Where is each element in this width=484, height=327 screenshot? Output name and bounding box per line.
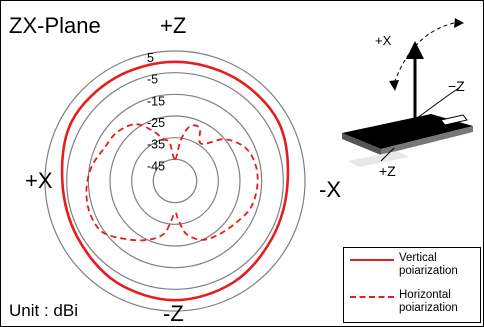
grid-ring [87, 93, 263, 269]
antenna-board-edge [342, 133, 381, 155]
ring-tick-label: 5 [147, 51, 154, 65]
inset-minus-z-label: −Z [448, 78, 465, 94]
ring-tick-label: -5 [147, 73, 158, 87]
ring-tick-label: -25 [147, 116, 165, 130]
rotation-arrow-icon [394, 22, 455, 82]
legend-swatch-solid [350, 259, 394, 261]
grid-ring [44, 50, 306, 312]
inset-plus-z-label: +Z [379, 163, 396, 179]
chart-title: ZX-Plane [9, 13, 101, 38]
legend-vertical-line2: poiarization [399, 265, 458, 277]
horizontal-polarization-trace [85, 123, 259, 242]
rotation-arrowhead-bottom [389, 80, 399, 91]
angle-label-top: +Z [160, 13, 187, 38]
grid-ring [131, 137, 219, 225]
rotation-arrowhead-top [454, 18, 464, 28]
angle-label-bottom: -Z [163, 301, 184, 326]
legend: Vertical poiarization Horizontal poiariz… [343, 247, 481, 323]
antenna-shadow [348, 151, 409, 167]
minus-z-leader-tail [449, 87, 460, 95]
legend-horizontal-line1: Horizontal [399, 289, 451, 301]
grid-ring [66, 72, 284, 290]
antenna-connector-icon [440, 114, 468, 126]
vertical-polarization-trace [60, 60, 290, 302]
angle-label-right: -X [319, 177, 341, 202]
legend-label-horizontal: Horizontal poiarization [399, 289, 458, 315]
ring-tick-label: -45 [147, 159, 165, 173]
plus-z-leader [380, 147, 395, 162]
grid-ring [109, 115, 241, 247]
legend-horizontal-line2: poiarization [399, 302, 458, 314]
antenna-orientation-inset: +X −Z +Z [342, 18, 473, 179]
legend-label-vertical: Vertical poiarization [399, 252, 458, 278]
ring-tick-label: -35 [147, 138, 165, 152]
ring-tick-label: -15 [147, 94, 165, 108]
inset-plus-x-label: +X [375, 33, 392, 48]
minus-z-leader [412, 93, 451, 122]
angle-label-left: +X [25, 168, 53, 193]
antenna-board-edge-right [381, 126, 473, 155]
legend-swatch-dashed [350, 296, 394, 298]
unit-label: Unit : dBi [9, 301, 78, 320]
antenna-board-icon [342, 114, 473, 149]
legend-vertical-line1: Vertical [399, 252, 437, 264]
plus-x-arrowhead [406, 41, 424, 59]
